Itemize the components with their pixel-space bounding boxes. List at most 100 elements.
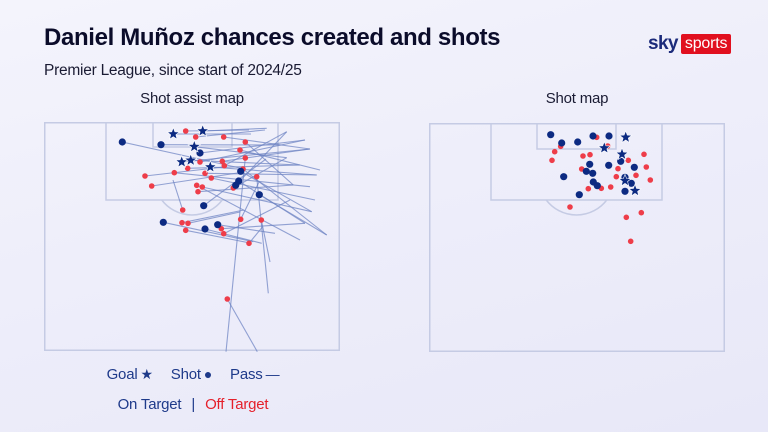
off-target-shot-dot xyxy=(613,173,620,180)
on-target-shot-dot xyxy=(255,191,263,199)
on-target-shot-dot xyxy=(232,181,240,189)
off-target-shot-dot xyxy=(171,169,178,176)
pass-line xyxy=(163,221,254,243)
on-target-shot-dot xyxy=(582,167,590,175)
off-target-shot-dot xyxy=(195,188,201,195)
off-target-shot-dot xyxy=(237,216,244,223)
on-target-shot-dot xyxy=(589,169,597,177)
on-target-shot-dot xyxy=(157,141,165,149)
off-target-shot-dot xyxy=(197,159,203,165)
on-target-shot-dot xyxy=(201,225,209,233)
off-target-shot-dot xyxy=(258,217,265,223)
on-target-shot-dot xyxy=(617,157,625,165)
on-target-shot-dot xyxy=(214,221,222,229)
off-target-shot-dot xyxy=(208,175,215,181)
off-target-shot-dot xyxy=(221,162,228,169)
pass-line xyxy=(233,157,287,189)
off-target-shot-dot xyxy=(193,182,200,189)
goal-star-icon xyxy=(183,153,198,167)
off-target-shot-dot xyxy=(182,227,189,234)
dot-icon: ● xyxy=(203,366,213,382)
pass-line xyxy=(172,179,184,211)
legend-pass-label: Pass xyxy=(230,366,263,383)
star-icon: ★ xyxy=(140,366,153,382)
off-target-shot-dot xyxy=(253,173,260,180)
chart-subtitle: Premier League, since start of 2024/25 xyxy=(44,62,302,79)
on-target-shot-dot xyxy=(200,202,208,210)
pass-line xyxy=(204,172,317,176)
on-target-shot-dot xyxy=(605,132,613,140)
pass-line xyxy=(122,141,241,169)
on-target-shot-dot xyxy=(630,163,638,171)
pitch-markings xyxy=(429,123,725,352)
penalty-arc xyxy=(161,199,223,216)
off-target-shot-dot xyxy=(246,240,252,247)
on-target-shot-dot xyxy=(589,132,597,140)
on-target-shot-dot xyxy=(159,218,167,226)
on-target-shot-dot xyxy=(575,191,583,199)
legend-separator: | xyxy=(191,396,196,413)
pass-line xyxy=(202,186,312,213)
on-target-shot-dot xyxy=(621,187,629,195)
pass-line xyxy=(240,181,260,220)
chart-title: Daniel Muñoz chances created and shots xyxy=(44,24,501,51)
pass-line xyxy=(248,226,264,244)
legend-markers: Goal ★ Shot ● Pass — xyxy=(107,366,280,383)
shot-markers xyxy=(547,130,654,245)
shot-markers xyxy=(118,123,265,302)
off-target-shot-dot xyxy=(182,128,189,134)
goal-star-icon xyxy=(195,123,210,137)
shot-map-title: Shot map xyxy=(545,90,609,107)
pitch-outline xyxy=(44,122,340,351)
off-target-shot-dot xyxy=(585,185,592,192)
pass-line xyxy=(199,139,306,163)
shot-assist-map-title: Shot assist map xyxy=(140,90,244,107)
off-target-shot-dot xyxy=(148,183,155,189)
off-target-shot-dot xyxy=(641,151,647,158)
off-target-shot-dot xyxy=(567,204,573,210)
off-target-shot-dot xyxy=(647,177,654,183)
off-target-shot-dot xyxy=(607,184,614,190)
on-target-shot-dot xyxy=(196,149,204,157)
on-target-shot-dot xyxy=(560,173,568,181)
pass-line xyxy=(242,168,328,236)
off-target-shot-dot xyxy=(179,207,186,213)
on-target-shot-dot xyxy=(593,182,601,190)
on-target-shot-dot xyxy=(627,179,635,187)
on-target-shot-dot xyxy=(586,160,594,168)
pass-line xyxy=(185,129,250,132)
off-target-shot-dot xyxy=(551,148,558,155)
penalty-area xyxy=(490,123,663,201)
goal-star-icon xyxy=(618,130,633,144)
on-target-shot-dot xyxy=(547,131,555,139)
shot-assist-pitch xyxy=(44,122,340,352)
off-target-shot-dot xyxy=(638,209,645,216)
off-target-shot-dot xyxy=(615,165,621,172)
pass-line xyxy=(197,184,294,193)
off-target-shot-dot xyxy=(219,158,226,165)
goal-star-icon xyxy=(615,147,629,161)
off-target-shot-dot xyxy=(627,238,634,245)
off-target-shot-dot xyxy=(623,214,630,221)
legend-on-target: On Target xyxy=(117,396,182,413)
goal-star-icon xyxy=(203,159,218,173)
off-target-shot-dot xyxy=(242,139,249,145)
pass-line xyxy=(151,171,245,187)
off-target-shot-dot xyxy=(192,134,199,140)
off-target-shot-dot xyxy=(549,157,555,164)
pass-line xyxy=(187,211,241,224)
off-target-shot-dot xyxy=(224,296,231,302)
off-target-shot-dot xyxy=(633,172,639,179)
pass-line xyxy=(204,228,262,244)
on-target-shot-dot xyxy=(118,138,126,146)
legend-shot-label: Shot xyxy=(170,366,201,383)
pass-line xyxy=(239,149,321,171)
pass-line xyxy=(244,141,294,186)
off-target-shot-dot xyxy=(587,151,593,158)
goal-star-icon xyxy=(597,140,612,154)
penalty-arc xyxy=(545,199,608,216)
pass-lines xyxy=(122,127,328,352)
off-target-shot-dot xyxy=(220,230,227,237)
off-target-shot-dot xyxy=(199,184,206,190)
off-target-shot-dot xyxy=(643,164,650,170)
